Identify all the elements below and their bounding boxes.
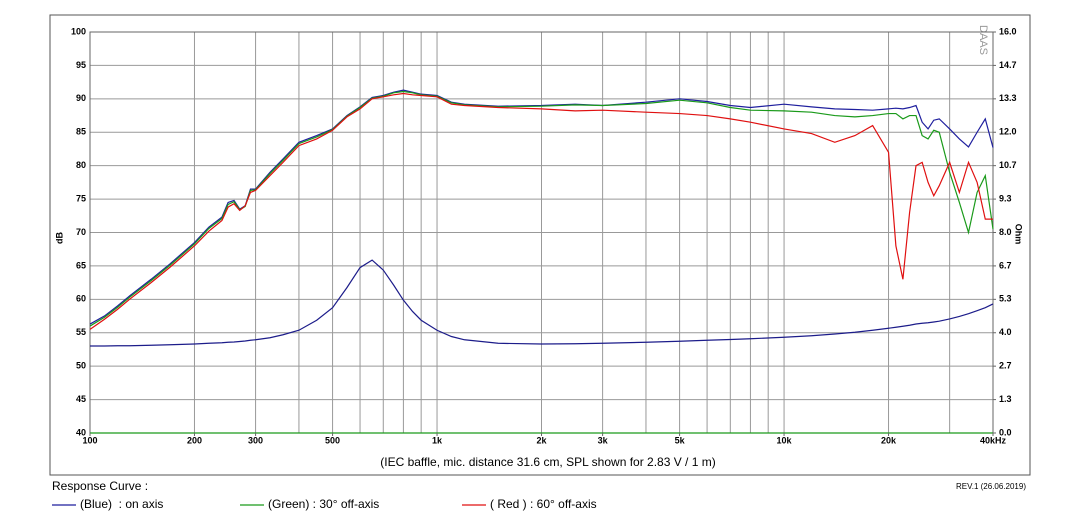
- y-tick-label: 40: [76, 427, 86, 437]
- x-tick-label: 200: [187, 435, 202, 445]
- y-tick-label: 100: [71, 26, 86, 36]
- x-tick-label: 10k: [777, 435, 793, 445]
- y2-tick-label: 9.3: [999, 193, 1012, 203]
- series-line: [90, 259, 994, 347]
- y2-tick-label: 6.7: [999, 260, 1012, 270]
- series-line: [89, 89, 994, 325]
- x-tick-label: 100: [82, 435, 97, 445]
- y2-tick-label: 2.7: [999, 361, 1012, 371]
- frame: [49, 14, 1031, 476]
- y-axis-label: dB: [54, 232, 64, 244]
- revision: REV.1 (26.06.2019): [956, 482, 1026, 491]
- y2-tick-label: 12.0: [999, 127, 1017, 137]
- y2-tick-label: 4.0: [999, 327, 1012, 337]
- y-tick-label: 50: [76, 361, 86, 371]
- y-tick-label: 75: [76, 193, 86, 203]
- series-line: [89, 92, 993, 330]
- caption: (IEC baffle, mic. distance 31.6 cm, SPL …: [380, 455, 715, 469]
- watermark: DAAS: [977, 25, 989, 55]
- legend-label: (Blue) : on axis: [80, 497, 163, 511]
- y2-axis-label: Ohm: [1014, 224, 1024, 245]
- y2-tick-label: 16.0: [999, 26, 1017, 36]
- y-tick-label: 85: [76, 127, 86, 137]
- y2-tick-label: 5.3: [999, 294, 1012, 304]
- x-tick-label: 3k: [598, 435, 609, 445]
- x-tick-label: 5k: [675, 435, 686, 445]
- y2-tick-label: 0.0: [999, 427, 1012, 437]
- y2-tick-label: 1.3: [999, 394, 1012, 404]
- y-tick-label: 60: [76, 294, 86, 304]
- y-tick-label: 65: [76, 260, 86, 270]
- legend-label: (Green) : 30° off-axis: [268, 497, 379, 511]
- y-tick-label: 70: [76, 227, 86, 237]
- x-tick-label: 2k: [536, 435, 547, 445]
- y-tick-label: 95: [76, 60, 86, 70]
- x-tick-label: 40kHz: [980, 435, 1007, 445]
- x-tick-label: 20k: [881, 435, 897, 445]
- y-tick-label: 45: [76, 394, 86, 404]
- y-tick-label: 90: [76, 93, 86, 103]
- y2-tick-label: 10.7: [999, 160, 1017, 170]
- legend-label: ( Red ) : 60° off-axis: [490, 497, 597, 511]
- x-tick-label: 500: [325, 435, 340, 445]
- x-tick-label: 300: [248, 435, 263, 445]
- y-tick-label: 55: [76, 327, 86, 337]
- legend-title: Response Curve :: [52, 479, 148, 493]
- y2-tick-label: 13.3: [999, 93, 1017, 103]
- y2-tick-label: 8.0: [999, 227, 1012, 237]
- x-tick-label: 1k: [432, 435, 443, 445]
- series-line: [89, 90, 994, 327]
- y2-tick-label: 14.7: [999, 60, 1017, 70]
- y-tick-label: 80: [76, 160, 86, 170]
